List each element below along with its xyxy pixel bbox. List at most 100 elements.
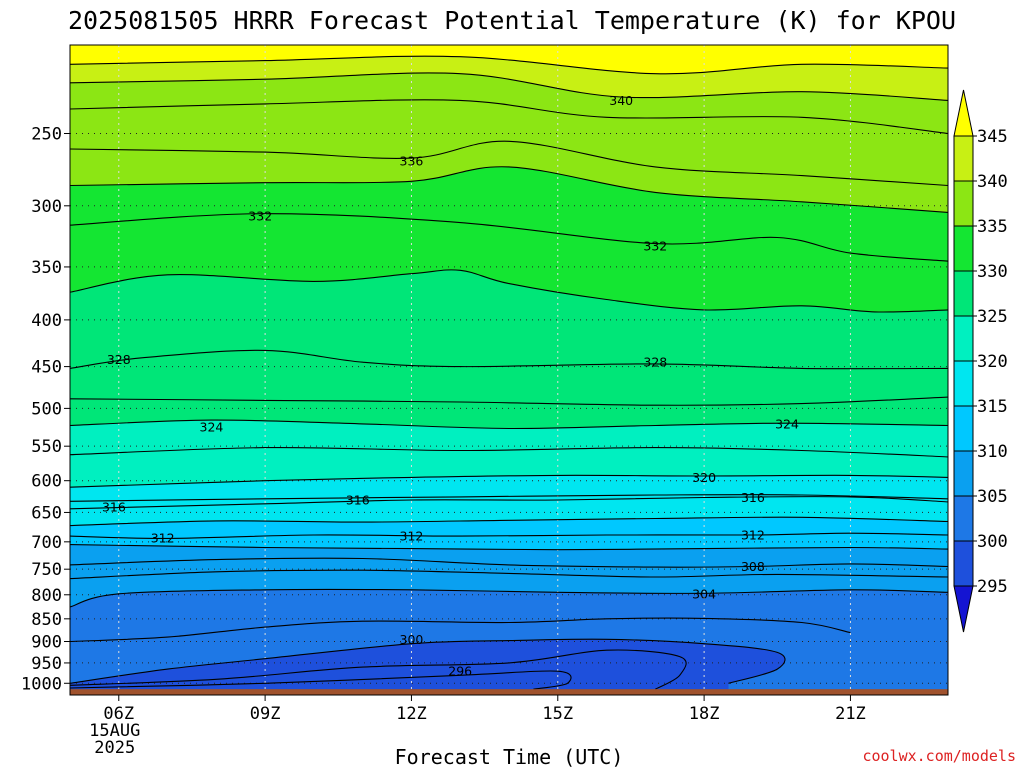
isentrope-338 <box>70 99 948 135</box>
isentrope-contours <box>70 55 948 690</box>
isentrope-318 <box>70 494 948 502</box>
y-tick-label-700: 700 <box>31 533 62 553</box>
contour-label-328: 328 <box>643 355 667 370</box>
contour-label-324: 324 <box>200 419 224 434</box>
y-tick-label-300: 300 <box>31 197 62 217</box>
colorbar-under-arrow <box>953 585 974 633</box>
colorbar-swatch-305-310 <box>953 450 974 497</box>
colorbar-label-305: 305 <box>977 487 1008 507</box>
colorbar-swatch-295-300 <box>953 540 974 587</box>
colorbar-label-340: 340 <box>977 172 1008 192</box>
contour-label-296: 296 <box>448 664 472 679</box>
isentrope-312 <box>70 532 948 539</box>
colorbar-label-320: 320 <box>977 352 1008 372</box>
isentrope-332 <box>70 213 948 262</box>
y-tick-label-250: 250 <box>31 124 62 144</box>
y-tick-label-850: 850 <box>31 610 62 630</box>
isentrope-336 <box>70 140 948 187</box>
isentrope-330 <box>70 269 948 313</box>
credit-link[interactable]: coolwx.com/models <box>862 747 1016 765</box>
x-tick-label-06Z: 06Z <box>103 704 134 724</box>
x-tick-label-09Z: 09Z <box>250 704 281 724</box>
isentrope-324 <box>70 419 948 430</box>
colorbar-swatch-320-325 <box>953 315 974 362</box>
y-tick-label-750: 750 <box>31 560 62 580</box>
colorbar-swatch-325-330 <box>953 270 974 317</box>
y-tick-label-650: 650 <box>31 503 62 523</box>
colorbar-label-310: 310 <box>977 442 1008 462</box>
y-tick-label-600: 600 <box>31 472 62 492</box>
y-tick-label-350: 350 <box>31 258 62 278</box>
x-tick-label-15Z: 15Z <box>542 704 573 724</box>
colorbar-swatch-310-315 <box>953 405 974 452</box>
colorbar-label-325: 325 <box>977 307 1008 327</box>
y-tick-label-400: 400 <box>31 311 62 331</box>
colorbar-swatch-340-345 <box>953 135 974 182</box>
colorbar: 295 300 305 310 315 320 325 330 335 340 345 <box>953 89 1008 633</box>
colorbar-label-335: 335 <box>977 217 1008 237</box>
x-tick-label-21Z: 21Z <box>835 704 866 724</box>
isentrope-308 <box>70 557 948 568</box>
colorbar-label-330: 330 <box>977 262 1008 282</box>
contour-label-332: 332 <box>248 209 272 224</box>
contour-label-312: 312 <box>151 530 175 545</box>
colorbar-swatch-315-320 <box>953 360 974 407</box>
x-year-label: 2025 <box>94 738 135 758</box>
isentrope-342 <box>70 55 948 75</box>
contour-label-340: 340 <box>609 93 633 108</box>
y-tick-label-800: 800 <box>31 586 62 606</box>
colorbar-swatch-335-340 <box>953 180 974 227</box>
plot-frame <box>69 44 949 696</box>
contour-label-316: 316 <box>102 499 126 514</box>
contour-label-316: 316 <box>741 490 765 505</box>
isentrope-322 <box>70 446 948 458</box>
isentrope-340 <box>70 72 948 101</box>
isentrope-310 <box>70 544 948 551</box>
y-tick-label-950: 950 <box>31 654 62 674</box>
y-tick-label-900: 900 <box>31 632 62 652</box>
y-tick-label-500: 500 <box>31 399 62 419</box>
contour-label-304: 304 <box>692 586 716 601</box>
y-axis: 2503003504004505005506006507007508008509… <box>21 124 70 694</box>
contour-label-300: 300 <box>400 632 424 647</box>
isentrope-314 <box>70 516 948 527</box>
isentrope-306 <box>70 569 948 580</box>
isentrope-316 <box>70 496 948 510</box>
shaded-field <box>70 45 948 695</box>
y-tick-label-450: 450 <box>31 358 62 378</box>
contour-label-336: 336 <box>400 154 424 169</box>
colorbar-label-315: 315 <box>977 397 1008 417</box>
isentrope-320 <box>70 474 948 488</box>
x-tick-label-18Z: 18Z <box>689 704 720 724</box>
contour-label-312: 312 <box>741 527 765 542</box>
isentrope-328 <box>70 349 948 370</box>
isentrope-298 <box>70 649 687 690</box>
colorbar-label-300: 300 <box>977 532 1008 552</box>
isentrope-300 <box>70 638 786 684</box>
contour-label-312: 312 <box>400 529 424 544</box>
y-tick-label-550: 550 <box>31 437 62 457</box>
contour-label-308: 308 <box>741 559 765 574</box>
ground-surface <box>70 689 948 695</box>
contour-labels: 340 336 332 332 328 328 324 324 320 316 316 316 312 3… <box>102 93 799 679</box>
contour-label-328: 328 <box>107 352 131 367</box>
isentrope-296 <box>70 670 572 690</box>
y-tick-label-1000: 1000 <box>21 674 62 694</box>
colorbar-over-arrow <box>953 89 974 137</box>
contour-label-316: 316 <box>346 493 370 508</box>
fill-band-294-296 <box>70 670 571 695</box>
colorbar-label-345: 345 <box>977 127 1008 147</box>
isentrope-304 <box>70 588 948 608</box>
contour-label-332: 332 <box>643 238 667 253</box>
colorbar-swatch-300-305 <box>953 495 974 542</box>
x-tick-label-12Z: 12Z <box>396 704 427 724</box>
x-date-label: 15AUG <box>89 721 140 741</box>
x-axis-label: Forecast Time (UTC) <box>395 745 624 768</box>
contour-label-320: 320 <box>692 470 716 485</box>
isentrope-326 <box>70 396 948 406</box>
colorbar-swatch-330-335 <box>953 225 974 272</box>
chart-title: 2025081505 HRRR Forecast Potential Tempe… <box>68 6 956 35</box>
isentrope-302 <box>70 617 851 643</box>
